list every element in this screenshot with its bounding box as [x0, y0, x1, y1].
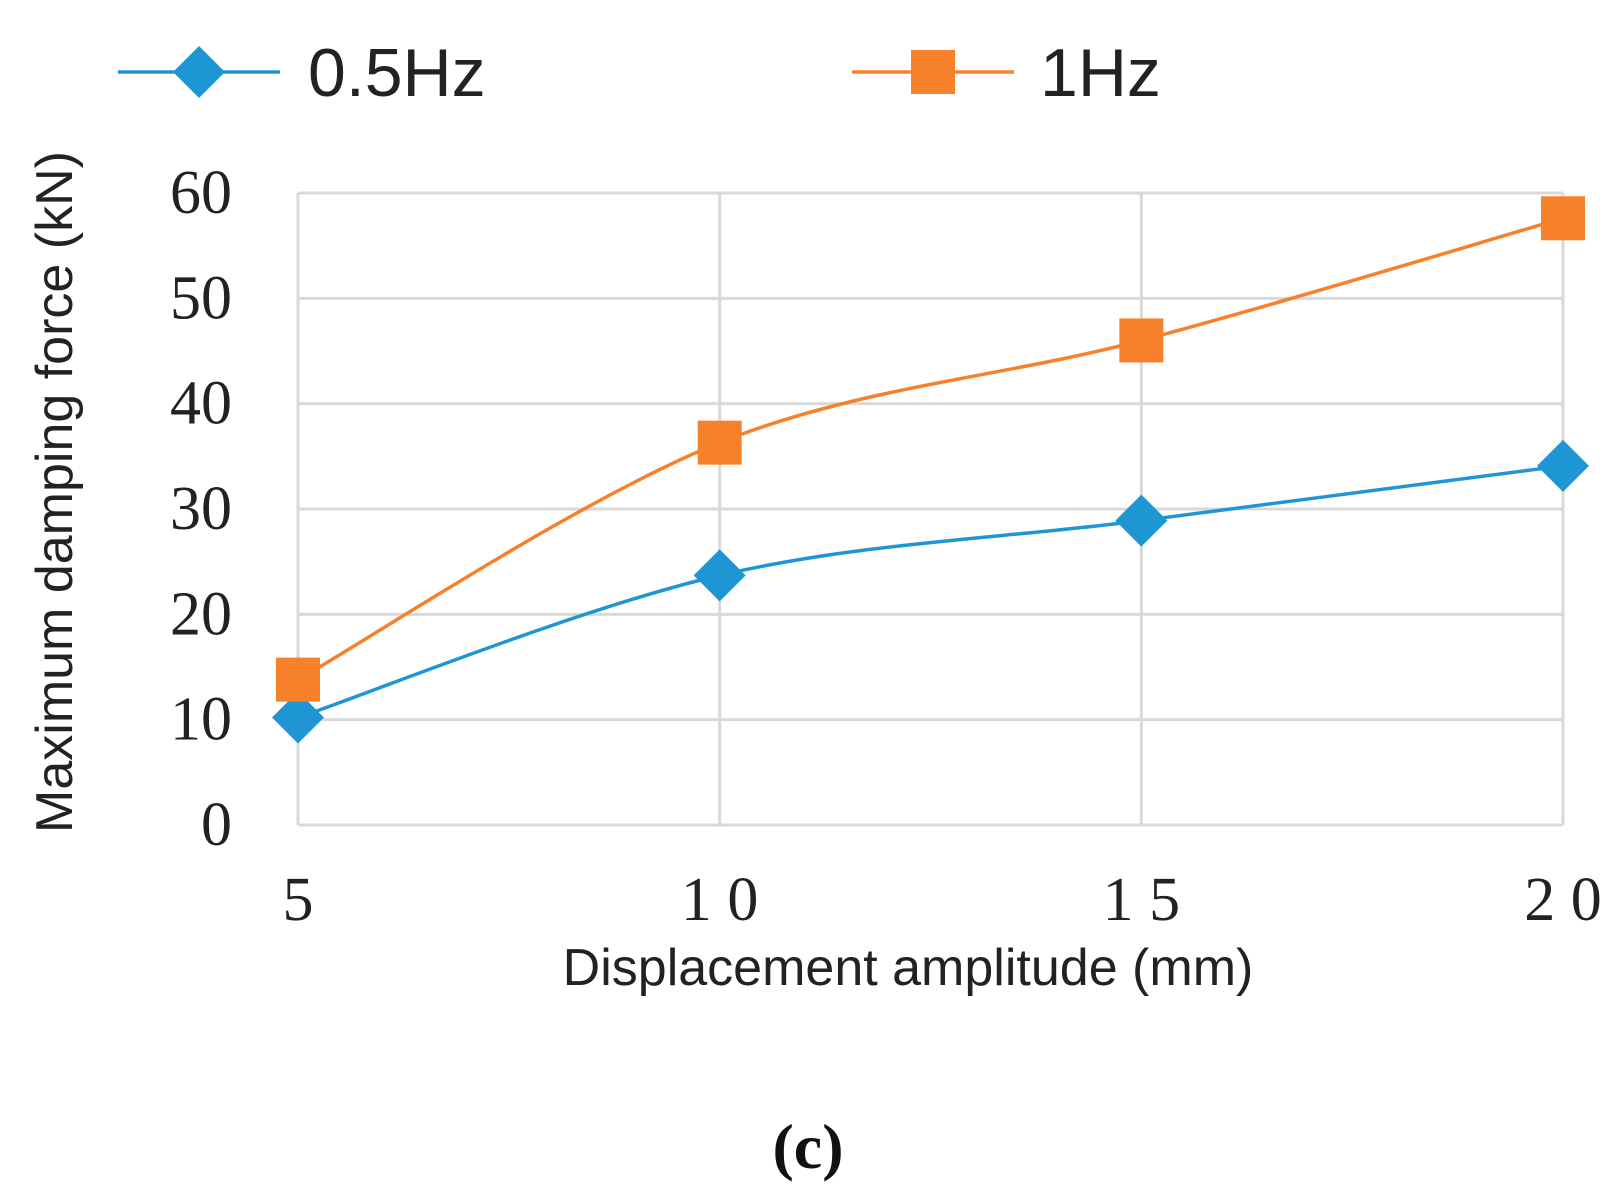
legend-marker [911, 50, 955, 94]
data-point-1hz-10 [697, 420, 742, 465]
x-tick-labels: 5 1 0 1 5 2 0 [283, 866, 1602, 934]
y-tick-label: 50 [170, 264, 232, 332]
data-point-1hz-20 [1541, 196, 1585, 241]
legend-marker [173, 46, 225, 98]
series-line-1hz [297, 216, 1564, 682]
y-tick-label: 10 [170, 686, 232, 754]
y-axis-title: Maximum damping force (kN) [26, 151, 84, 833]
series-lines [297, 216, 1564, 720]
x-tick-label: 1 5 [1103, 866, 1181, 934]
data-point-1hz-5 [276, 657, 320, 702]
panel-label: (c) [772, 1111, 843, 1182]
legend-label: 1Hz [1040, 35, 1161, 111]
x-tick-label: 1 0 [681, 866, 759, 934]
y-tick-label: 30 [170, 475, 232, 543]
legend-label: 0.5Hz [308, 35, 486, 111]
series-line-05hz [297, 464, 1564, 720]
series-markers [272, 196, 1589, 744]
y-tick-label: 40 [170, 370, 232, 438]
y-tick-labels: 0 10 20 30 40 50 60 [170, 159, 232, 859]
data-point-05hz-15 [1115, 494, 1168, 547]
data-point-05hz-5 [272, 691, 324, 744]
x-tick-label: 5 [283, 866, 314, 934]
legend: 0.5Hz 1Hz [118, 35, 1161, 111]
y-tick-label: 60 [170, 159, 232, 227]
grid [296, 191, 1565, 827]
y-tick-label: 0 [201, 791, 232, 859]
data-point-05hz-20 [1537, 439, 1589, 492]
data-point-1hz-15 [1119, 318, 1164, 363]
y-tick-label: 20 [170, 580, 232, 648]
data-point-05hz-10 [693, 549, 746, 602]
x-tick-label: 2 0 [1524, 866, 1602, 934]
x-axis-title: Displacement amplitude (mm) [563, 939, 1254, 997]
